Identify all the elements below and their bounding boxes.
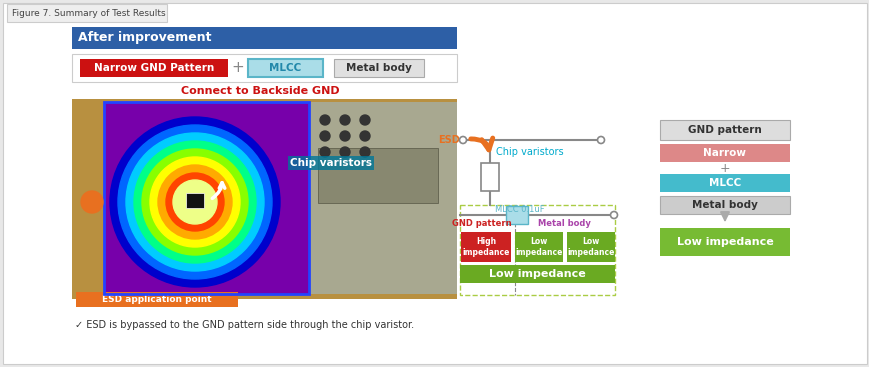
FancyBboxPatch shape	[506, 206, 527, 224]
FancyBboxPatch shape	[76, 292, 238, 307]
Text: Figure 7. Summary of Test Results: Figure 7. Summary of Test Results	[12, 8, 165, 18]
FancyBboxPatch shape	[567, 232, 614, 262]
FancyBboxPatch shape	[7, 4, 167, 22]
Circle shape	[134, 141, 255, 263]
Text: Chip varistors: Chip varistors	[289, 158, 372, 168]
Circle shape	[320, 131, 329, 141]
Circle shape	[118, 125, 272, 279]
Circle shape	[340, 115, 349, 125]
Circle shape	[340, 147, 349, 157]
Text: ESD: ESD	[438, 135, 460, 145]
Circle shape	[320, 147, 329, 157]
Circle shape	[320, 115, 329, 125]
Text: +: +	[231, 61, 244, 76]
FancyBboxPatch shape	[660, 228, 789, 256]
FancyBboxPatch shape	[461, 232, 510, 262]
Text: Metal body: Metal body	[691, 200, 757, 210]
FancyBboxPatch shape	[104, 102, 308, 294]
Text: Low impedance: Low impedance	[676, 237, 773, 247]
FancyBboxPatch shape	[248, 59, 322, 77]
Circle shape	[158, 165, 232, 239]
Circle shape	[126, 133, 263, 271]
Circle shape	[360, 131, 369, 141]
Text: MLCC: MLCC	[269, 63, 301, 73]
Circle shape	[81, 191, 103, 213]
Text: Chip varistors: Chip varistors	[495, 147, 563, 157]
FancyBboxPatch shape	[460, 265, 614, 283]
FancyBboxPatch shape	[72, 27, 456, 49]
FancyBboxPatch shape	[481, 163, 499, 191]
FancyBboxPatch shape	[80, 59, 228, 77]
FancyBboxPatch shape	[186, 193, 203, 208]
Text: ✓ ESD is bypassed to the GND pattern side through the chip varistor.: ✓ ESD is bypassed to the GND pattern sid…	[75, 320, 414, 330]
Text: Narrow: Narrow	[703, 148, 746, 158]
Circle shape	[610, 211, 617, 218]
Text: High
impedance: High impedance	[461, 237, 509, 257]
Circle shape	[109, 117, 280, 287]
FancyBboxPatch shape	[660, 196, 789, 214]
Text: +: +	[719, 161, 729, 174]
Text: MLCC: MLCC	[708, 178, 740, 188]
Circle shape	[459, 137, 466, 143]
FancyBboxPatch shape	[308, 102, 456, 294]
FancyBboxPatch shape	[72, 54, 456, 82]
Text: Metal body: Metal body	[537, 219, 590, 229]
Text: Metal body: Metal body	[346, 63, 411, 73]
FancyBboxPatch shape	[660, 144, 789, 162]
Text: After improvement: After improvement	[78, 32, 211, 44]
Circle shape	[174, 181, 216, 223]
Circle shape	[360, 115, 369, 125]
Text: Low impedance: Low impedance	[488, 269, 585, 279]
Text: GND pattern: GND pattern	[452, 219, 511, 229]
Text: Connect to Backside GND: Connect to Backside GND	[181, 86, 339, 96]
Circle shape	[166, 173, 223, 231]
FancyBboxPatch shape	[3, 3, 866, 364]
FancyBboxPatch shape	[318, 148, 437, 203]
Circle shape	[149, 157, 240, 247]
Text: GND pattern: GND pattern	[687, 125, 761, 135]
Circle shape	[597, 137, 604, 143]
Text: Low
impedance: Low impedance	[514, 237, 562, 257]
Circle shape	[360, 147, 369, 157]
Circle shape	[173, 180, 216, 224]
Circle shape	[340, 131, 349, 141]
FancyBboxPatch shape	[660, 174, 789, 192]
Text: Narrow GND Pattern: Narrow GND Pattern	[94, 63, 214, 73]
Circle shape	[142, 149, 248, 255]
FancyBboxPatch shape	[514, 232, 562, 262]
FancyBboxPatch shape	[72, 99, 456, 299]
Text: MLCC 0.1uF: MLCC 0.1uF	[494, 206, 544, 214]
FancyBboxPatch shape	[660, 120, 789, 140]
Text: ESD application point: ESD application point	[102, 295, 211, 304]
Text: Low
impedance: Low impedance	[567, 237, 614, 257]
FancyBboxPatch shape	[334, 59, 423, 77]
